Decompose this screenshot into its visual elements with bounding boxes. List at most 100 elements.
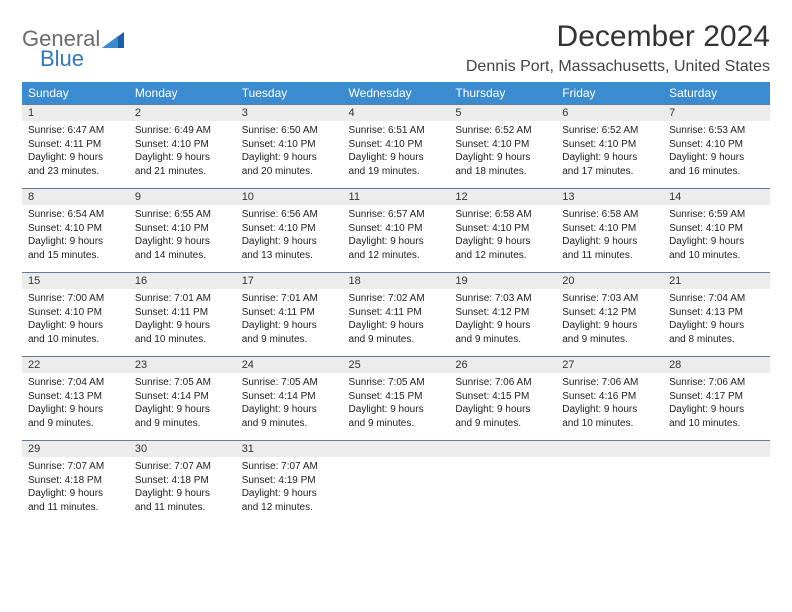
calendar-table: Sunday Monday Tuesday Wednesday Thursday… (22, 82, 770, 524)
day-line-dl2: and 10 minutes. (28, 333, 123, 347)
day-number: 26 (449, 356, 556, 373)
day-line-sr: Sunrise: 6:53 AM (669, 124, 764, 138)
day-line-dl1: Daylight: 9 hours (135, 487, 230, 501)
day-line-dl1: Daylight: 9 hours (28, 403, 123, 417)
day-line-dl1: Daylight: 9 hours (349, 319, 444, 333)
calendar-cell: 27Sunrise: 7:06 AMSunset: 4:16 PMDayligh… (556, 356, 663, 440)
day-line-sr: Sunrise: 7:03 AM (562, 292, 657, 306)
weekday-header: Monday (129, 82, 236, 104)
day-line-sr: Sunrise: 7:00 AM (28, 292, 123, 306)
day-line-ss: Sunset: 4:10 PM (669, 138, 764, 152)
logo-triangle-icon (102, 30, 126, 55)
day-line-ss: Sunset: 4:10 PM (28, 306, 123, 320)
day-number: 12 (449, 188, 556, 205)
day-line-sr: Sunrise: 7:07 AM (135, 460, 230, 474)
day-details: Sunrise: 7:07 AMSunset: 4:19 PMDaylight:… (236, 457, 343, 518)
day-line-ss: Sunset: 4:10 PM (455, 138, 550, 152)
day-line-ss: Sunset: 4:10 PM (135, 138, 230, 152)
day-number: 9 (129, 188, 236, 205)
day-line-sr: Sunrise: 7:06 AM (562, 376, 657, 390)
calendar-cell: 12Sunrise: 6:58 AMSunset: 4:10 PMDayligh… (449, 188, 556, 272)
empty-day-header (556, 440, 663, 457)
day-line-ss: Sunset: 4:18 PM (135, 474, 230, 488)
calendar-cell: 8Sunrise: 6:54 AMSunset: 4:10 PMDaylight… (22, 188, 129, 272)
day-number: 27 (556, 356, 663, 373)
day-number: 3 (236, 104, 343, 121)
weekday-header: Saturday (663, 82, 770, 104)
day-details: Sunrise: 6:55 AMSunset: 4:10 PMDaylight:… (129, 205, 236, 266)
day-line-sr: Sunrise: 7:04 AM (28, 376, 123, 390)
day-number: 14 (663, 188, 770, 205)
day-line-dl2: and 10 minutes. (669, 417, 764, 431)
day-details: Sunrise: 7:05 AMSunset: 4:14 PMDaylight:… (236, 373, 343, 434)
calendar-cell: 30Sunrise: 7:07 AMSunset: 4:18 PMDayligh… (129, 440, 236, 524)
day-details: Sunrise: 7:07 AMSunset: 4:18 PMDaylight:… (22, 457, 129, 518)
page-title: December 2024 (466, 20, 770, 54)
day-number: 13 (556, 188, 663, 205)
day-line-sr: Sunrise: 6:47 AM (28, 124, 123, 138)
calendar-cell: 20Sunrise: 7:03 AMSunset: 4:12 PMDayligh… (556, 272, 663, 356)
day-line-dl2: and 9 minutes. (349, 417, 444, 431)
day-line-dl2: and 10 minutes. (135, 333, 230, 347)
day-number: 28 (663, 356, 770, 373)
calendar-week-row: 29Sunrise: 7:07 AMSunset: 4:18 PMDayligh… (22, 440, 770, 524)
calendar-cell (556, 440, 663, 524)
weekday-header: Wednesday (343, 82, 450, 104)
day-line-dl2: and 10 minutes. (562, 417, 657, 431)
day-line-dl2: and 11 minutes. (562, 249, 657, 263)
day-line-dl2: and 18 minutes. (455, 165, 550, 179)
day-line-sr: Sunrise: 7:04 AM (669, 292, 764, 306)
day-line-dl1: Daylight: 9 hours (28, 319, 123, 333)
day-line-dl2: and 9 minutes. (28, 417, 123, 431)
location-text: Dennis Port, Massachusetts, United State… (466, 58, 770, 76)
day-line-ss: Sunset: 4:17 PM (669, 390, 764, 404)
day-line-ss: Sunset: 4:19 PM (242, 474, 337, 488)
day-number: 31 (236, 440, 343, 457)
calendar-cell: 16Sunrise: 7:01 AMSunset: 4:11 PMDayligh… (129, 272, 236, 356)
day-details: Sunrise: 7:00 AMSunset: 4:10 PMDaylight:… (22, 289, 129, 350)
day-number: 15 (22, 272, 129, 289)
calendar-cell: 21Sunrise: 7:04 AMSunset: 4:13 PMDayligh… (663, 272, 770, 356)
calendar-cell: 1Sunrise: 6:47 AMSunset: 4:11 PMDaylight… (22, 104, 129, 188)
weekday-header-row: Sunday Monday Tuesday Wednesday Thursday… (22, 82, 770, 104)
day-line-sr: Sunrise: 7:05 AM (349, 376, 444, 390)
day-line-dl1: Daylight: 9 hours (562, 235, 657, 249)
day-details: Sunrise: 6:53 AMSunset: 4:10 PMDaylight:… (663, 121, 770, 182)
day-line-dl2: and 23 minutes. (28, 165, 123, 179)
day-line-dl1: Daylight: 9 hours (242, 235, 337, 249)
day-line-dl2: and 11 minutes. (135, 501, 230, 515)
empty-day-header (449, 440, 556, 457)
day-number: 22 (22, 356, 129, 373)
day-line-ss: Sunset: 4:10 PM (349, 222, 444, 236)
day-line-dl1: Daylight: 9 hours (349, 403, 444, 417)
day-number: 16 (129, 272, 236, 289)
calendar-cell: 2Sunrise: 6:49 AMSunset: 4:10 PMDaylight… (129, 104, 236, 188)
day-line-dl2: and 21 minutes. (135, 165, 230, 179)
calendar-cell: 15Sunrise: 7:00 AMSunset: 4:10 PMDayligh… (22, 272, 129, 356)
day-line-dl2: and 9 minutes. (455, 333, 550, 347)
calendar-cell: 28Sunrise: 7:06 AMSunset: 4:17 PMDayligh… (663, 356, 770, 440)
day-line-ss: Sunset: 4:11 PM (135, 306, 230, 320)
calendar-cell: 4Sunrise: 6:51 AMSunset: 4:10 PMDaylight… (343, 104, 450, 188)
day-line-dl2: and 20 minutes. (242, 165, 337, 179)
day-line-ss: Sunset: 4:14 PM (135, 390, 230, 404)
day-line-sr: Sunrise: 6:56 AM (242, 208, 337, 222)
day-number: 5 (449, 104, 556, 121)
calendar-cell: 25Sunrise: 7:05 AMSunset: 4:15 PMDayligh… (343, 356, 450, 440)
day-line-dl1: Daylight: 9 hours (562, 151, 657, 165)
day-line-ss: Sunset: 4:10 PM (135, 222, 230, 236)
day-line-dl2: and 9 minutes. (135, 417, 230, 431)
day-line-dl2: and 9 minutes. (242, 333, 337, 347)
day-line-dl1: Daylight: 9 hours (669, 319, 764, 333)
day-line-ss: Sunset: 4:15 PM (349, 390, 444, 404)
day-line-sr: Sunrise: 6:52 AM (562, 124, 657, 138)
calendar-cell: 19Sunrise: 7:03 AMSunset: 4:12 PMDayligh… (449, 272, 556, 356)
day-details: Sunrise: 7:05 AMSunset: 4:14 PMDaylight:… (129, 373, 236, 434)
calendar-cell: 3Sunrise: 6:50 AMSunset: 4:10 PMDaylight… (236, 104, 343, 188)
day-line-dl2: and 12 minutes. (455, 249, 550, 263)
day-line-sr: Sunrise: 7:02 AM (349, 292, 444, 306)
day-details: Sunrise: 6:54 AMSunset: 4:10 PMDaylight:… (22, 205, 129, 266)
day-line-sr: Sunrise: 6:49 AM (135, 124, 230, 138)
day-details: Sunrise: 6:47 AMSunset: 4:11 PMDaylight:… (22, 121, 129, 182)
day-line-dl2: and 8 minutes. (669, 333, 764, 347)
